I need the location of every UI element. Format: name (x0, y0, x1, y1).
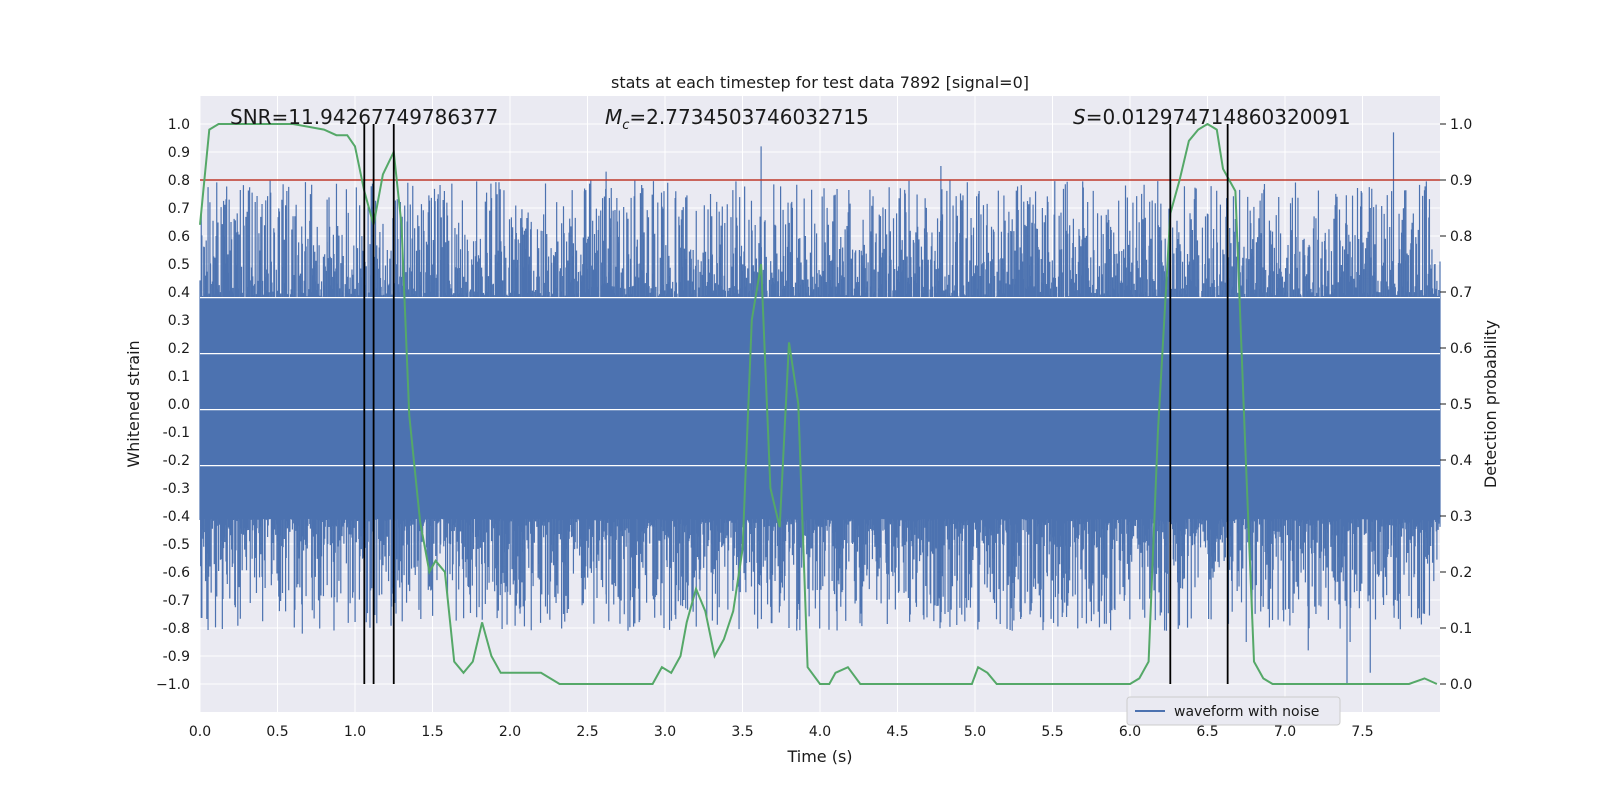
y-left-tick-label: -0.4 (163, 509, 190, 525)
y-left-tick-label: 0.9 (168, 145, 190, 161)
x-tick-label: 7.5 (1351, 724, 1373, 740)
y-left-tick-label: 0.1 (168, 369, 190, 385)
x-tick-label: 5.0 (964, 724, 986, 740)
y-left-tick-label: 0.4 (168, 285, 190, 301)
probability-line (199, 122, 1438, 685)
y-right-tick-label: 0.2 (1450, 565, 1472, 581)
y-right-tick-label: 0.3 (1450, 509, 1472, 525)
chart-title: stats at each timestep for test data 789… (611, 73, 1029, 92)
x-tick-label: 6.0 (1119, 724, 1141, 740)
y-left-tick-label: 0.5 (168, 257, 190, 273)
chirp-mass-annotation: Mc=2.7734503746032715 (605, 105, 869, 133)
y-left-tick-label: 0.7 (168, 201, 190, 217)
strain-line (199, 132, 1441, 684)
x-tick-label: 3.5 (731, 724, 753, 740)
y-left-tick-label: 0.0 (168, 397, 190, 413)
y-left-tick-label: 1.0 (168, 117, 190, 133)
y-right-tick-label: 1.0 (1450, 117, 1472, 133)
x-tick-label: 2.5 (576, 724, 598, 740)
y-left-tick-label: -0.8 (163, 621, 190, 637)
y-axis-label-left: Whitened strain (124, 340, 143, 467)
y-right-tick-label: 0.1 (1450, 621, 1472, 637)
s-value: =0.012974714860320091 (1086, 105, 1351, 129)
y-right-tick-label: 0.8 (1450, 229, 1472, 245)
x-tick-label: 3.0 (654, 724, 676, 740)
legend-label: waveform with noise (1174, 704, 1319, 720)
x-tick-label: 0.5 (266, 724, 288, 740)
y-right-tick-label: 0.4 (1450, 453, 1472, 469)
x-tick-label: 2.0 (499, 724, 521, 740)
legend: waveform with noise (1126, 696, 1341, 726)
y-right-tick-label: 0.9 (1450, 173, 1472, 189)
y-right-tick-label: 0.0 (1450, 677, 1472, 693)
y-left-tick-label: -0.2 (163, 453, 190, 469)
chirp-mass-symbol: M (605, 105, 622, 129)
x-tick-label: 1.0 (344, 724, 366, 740)
y-right-tick-label: 0.7 (1450, 285, 1472, 301)
y-right-tick-label: 0.6 (1450, 341, 1472, 357)
y-left-tick-label: -0.3 (163, 481, 190, 497)
y-right-tick-label: 0.5 (1450, 397, 1472, 413)
x-tick-label: 7.0 (1274, 724, 1296, 740)
x-tick-label: 4.0 (809, 724, 831, 740)
chirp-mass-subscript: c (622, 118, 629, 133)
y-left-tick-label: -0.9 (163, 649, 190, 665)
y-left-tick-label: -0.6 (163, 565, 190, 581)
y-left-tick-label: -0.1 (163, 425, 190, 441)
y-left-tick-label: -0.5 (163, 537, 190, 553)
s-symbol: S (1073, 105, 1086, 129)
x-tick-label: 5.5 (1041, 724, 1063, 740)
x-tick-label: 6.5 (1196, 724, 1218, 740)
x-tick-label: 1.5 (421, 724, 443, 740)
y-left-tick-label: -0.7 (163, 593, 190, 609)
axis-ticks: 0.0 0.5 1.0 1.5 2.0 2.5 3.0 3.5 4.0 4.5 5.0 5.5 6.0 6… (156, 117, 1472, 740)
legend-box (1126, 696, 1341, 726)
y-axis-label-right: Detection probability (1481, 320, 1500, 488)
snr-annotation: SNR=11.94267749786377 (230, 105, 498, 129)
y-left-tick-label: 0.3 (168, 313, 190, 329)
x-tick-label: 0.0 (189, 724, 211, 740)
chirp-mass-value: =2.7734503746032715 (629, 105, 868, 129)
gridline-overlay (200, 296, 1440, 467)
y-left-tick-label: 0.2 (168, 341, 190, 357)
y-left-tick-label: 0.8 (168, 173, 190, 189)
x-axis-label: Time (s) (786, 747, 852, 766)
s-annotation: S=0.012974714860320091 (1073, 105, 1351, 129)
x-tick-label: 4.5 (886, 724, 908, 740)
y-left-tick-label: −1.0 (156, 677, 190, 693)
y-left-tick-label: 0.6 (168, 229, 190, 245)
vertical-markers (363, 124, 1229, 684)
